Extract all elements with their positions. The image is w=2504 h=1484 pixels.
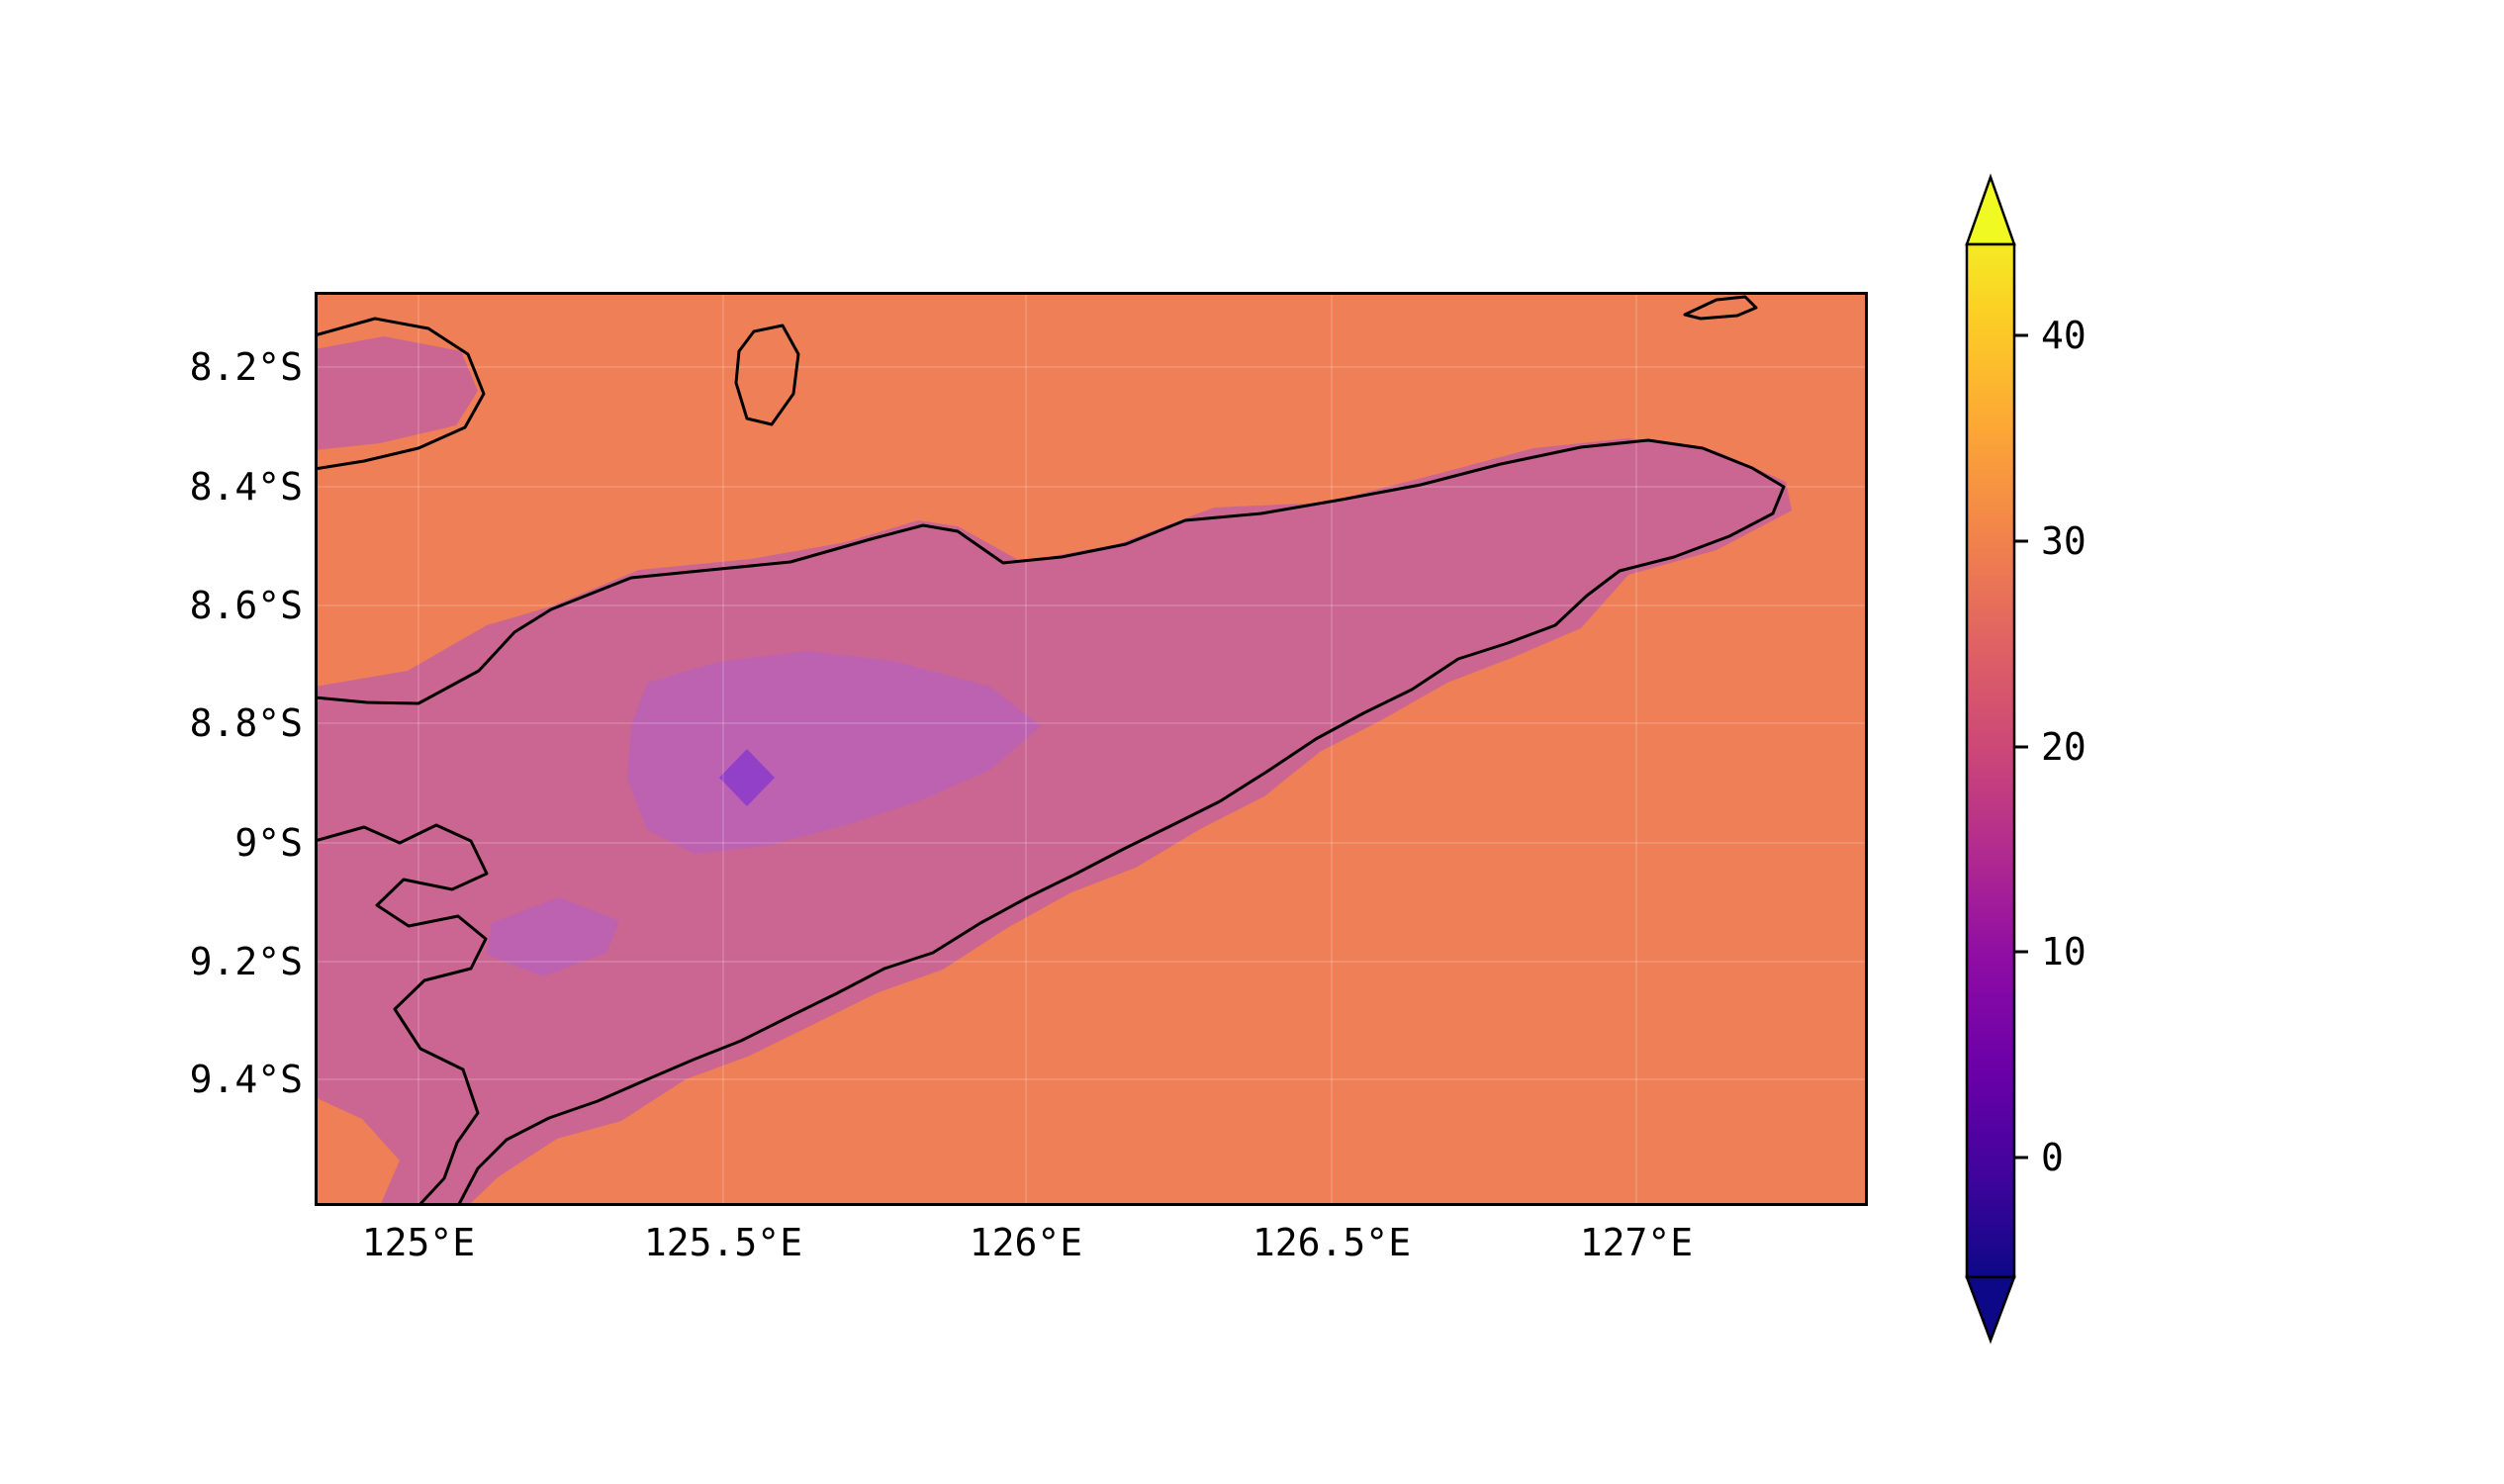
- plot-frame: [315, 292, 1868, 1206]
- west-island-temperature-band: [315, 336, 478, 450]
- wetar-island-fragment: [1683, 295, 1758, 321]
- colorbar-tick-label: 20: [2041, 725, 2087, 769]
- y-axis-tick-label: 9.4°S: [189, 1058, 303, 1101]
- y-axis-tick-label: 8.2°S: [189, 345, 303, 389]
- island-temperature-band: [315, 438, 1792, 1206]
- coastline-main: [315, 438, 1786, 1206]
- x-axis-tick-label: 126.5°E: [1252, 1221, 1412, 1264]
- colorbar-bar: [1965, 242, 2016, 1279]
- coastline-alor: [315, 317, 486, 471]
- colorbar-bottom-arrow: [1965, 1275, 2016, 1345]
- x-axis-tick-label: 125.5°E: [643, 1221, 803, 1264]
- colorbar-tick-label: 30: [2041, 519, 2087, 563]
- highland-temperature-band-south: [487, 897, 619, 976]
- y-axis-tick-label: 8.4°S: [189, 465, 303, 509]
- coastlines: [315, 295, 1786, 1206]
- coastline-west-border: [315, 823, 489, 1206]
- y-axis-tick-label: 8.8°S: [189, 701, 303, 745]
- graticule: [315, 292, 1868, 1206]
- highland-temperature-band: [627, 651, 1041, 854]
- colorbar-tick-label: 40: [2041, 314, 2087, 357]
- peak-minimum-diamond: [719, 749, 775, 806]
- colorbar: 40 30 20 10 0: [1965, 173, 2087, 1345]
- y-axis-tick-label: 8.6°S: [189, 584, 303, 627]
- y-axis-tick-label: 9°S: [234, 821, 303, 865]
- colorbar-ticks: [2014, 333, 2028, 1159]
- map-plot: [315, 292, 1868, 1206]
- colorbar-top-arrow: [1965, 173, 2016, 246]
- y-axis-tick-label: 9.2°S: [189, 940, 303, 983]
- colorbar-tick-label: 10: [2041, 930, 2087, 974]
- corner-sea-patch: [315, 1097, 400, 1206]
- x-axis-tick-label: 126°E: [969, 1221, 1083, 1264]
- colorbar-tick-label: 0: [2041, 1136, 2064, 1179]
- x-axis-tick-label: 127°E: [1579, 1221, 1694, 1264]
- x-axis-tick-label: 125°E: [361, 1221, 476, 1264]
- atauro-island-outline: [734, 324, 800, 426]
